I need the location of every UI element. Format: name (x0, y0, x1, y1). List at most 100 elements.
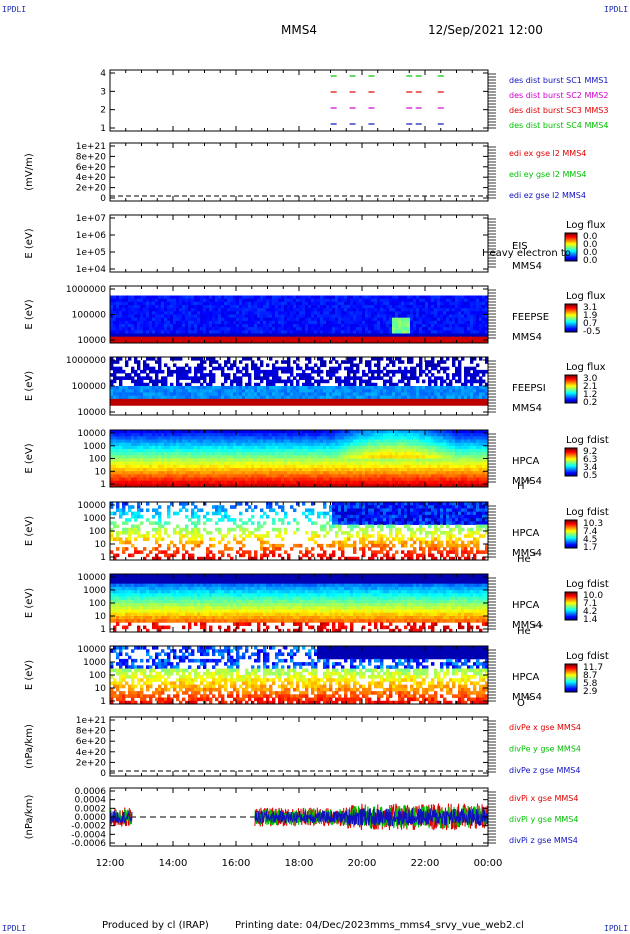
feepse-cell (269, 324, 273, 328)
feepse-cell (425, 330, 429, 334)
feepsi-cell (311, 382, 315, 387)
hpca_h-cell (275, 445, 279, 450)
feepse-cell (290, 311, 294, 315)
feepsi-cell (353, 389, 357, 393)
feepsi-cell (269, 398, 273, 403)
feepse-cell (440, 311, 444, 315)
feepse-cell (206, 327, 210, 331)
feepsi-cell (113, 376, 117, 380)
feepsi-cell (197, 376, 201, 380)
feepse-cell (386, 336, 390, 341)
feepse-cell (227, 308, 231, 312)
feepsi-cell (197, 398, 201, 403)
feepse-cell (245, 301, 249, 306)
eis-colorbar-tick: 0.0 (583, 240, 598, 250)
feepse-cell (350, 301, 354, 306)
feepsi-cell (251, 366, 255, 371)
feepsi-cell (356, 392, 360, 397)
feepsi-cell (218, 395, 222, 400)
edi-ytick-label: 2e+20 (76, 184, 107, 194)
hpca_h-cell (260, 458, 264, 463)
hpca_h-cell (203, 442, 207, 447)
feepsi-cell (371, 395, 375, 400)
hpca_h-cell (296, 455, 300, 459)
hpca_h-cell (278, 436, 282, 440)
feepse-cell (284, 317, 288, 322)
feepse-cell (356, 333, 360, 338)
hpca_h-cell (251, 442, 255, 447)
feepsi-cell (215, 398, 219, 403)
hpca_h-cell (215, 445, 219, 450)
feepse-cell (143, 308, 147, 312)
feepsi-cell (311, 366, 315, 371)
feepsi-cell (128, 357, 132, 361)
hpca_h-cell (230, 474, 234, 478)
feepse-cell (374, 314, 378, 319)
feepsi-cell (329, 386, 333, 390)
hpca_h-cell (278, 461, 282, 466)
feepsi-cell (149, 376, 153, 380)
feepsi-cell (317, 357, 321, 361)
feepsi-cell (479, 392, 483, 397)
feepsi-cell (149, 369, 153, 374)
feepse-cell (449, 298, 453, 303)
feepse-cell (236, 298, 240, 303)
eis-colorbar-cell (565, 247, 577, 249)
feepse-cell (188, 317, 192, 322)
feepse-cell (170, 301, 174, 306)
feepsi-cell (116, 357, 120, 361)
feepsi-cell (350, 369, 354, 374)
hpca_h-cell (263, 461, 267, 466)
feepse-cell (383, 305, 387, 309)
feepse-cell (188, 333, 192, 338)
feepsi-cell (467, 398, 471, 403)
feepse-cell (182, 327, 186, 331)
hpca_h-cell (176, 455, 180, 459)
feepse-cell (410, 320, 414, 325)
feepse-cell (305, 317, 309, 322)
feepsi-cell (140, 395, 144, 400)
feepse-cell (326, 317, 330, 322)
feepse-cell (143, 339, 147, 344)
feepse-cell (257, 295, 261, 300)
feepsi-cell (296, 389, 300, 393)
feepse-cell (242, 324, 246, 328)
feepse-cell (317, 324, 321, 328)
feepse-cell (287, 295, 291, 300)
feepse-cell (197, 317, 201, 322)
feepse-cell (200, 327, 204, 331)
feepsi-cell (215, 386, 219, 390)
hpca_h-cell (131, 471, 135, 475)
feepse-cell (278, 333, 282, 338)
feepse-cell (422, 324, 426, 328)
hpca_h-cell (125, 471, 129, 475)
feepse-cell (245, 330, 249, 334)
hpca_h-cell (203, 439, 207, 444)
feepse-cell (110, 324, 114, 328)
feepse-cell (242, 333, 246, 338)
feepse-cell (197, 330, 201, 334)
feepse-cell (218, 324, 222, 328)
feepsi-cell (143, 382, 147, 387)
feepsi-cell (431, 366, 435, 371)
eis-colorbar-cell (565, 259, 577, 261)
feepse-cell (437, 295, 441, 300)
eis-colorbar-cell (565, 240, 577, 242)
hpca_h-cell (125, 455, 129, 459)
feepse-cell (119, 295, 123, 300)
feepse-cell (341, 324, 345, 328)
feepsi-cell (326, 395, 330, 400)
hpca_h-cell (209, 430, 213, 434)
feepse-cell (392, 317, 396, 322)
feepse-cell (308, 314, 312, 319)
feepse-cell (368, 330, 372, 334)
feepsi-cell (167, 369, 171, 374)
feepse-cell (233, 298, 237, 303)
hpca_h-cell (185, 439, 189, 444)
feepsi-cell (191, 389, 195, 393)
hpca_h-cell (248, 480, 252, 485)
hpca_h-cell (167, 442, 171, 447)
hpca_h-cell (233, 433, 237, 437)
feepse-cell (137, 320, 141, 325)
hpca_h-cell (200, 452, 204, 456)
